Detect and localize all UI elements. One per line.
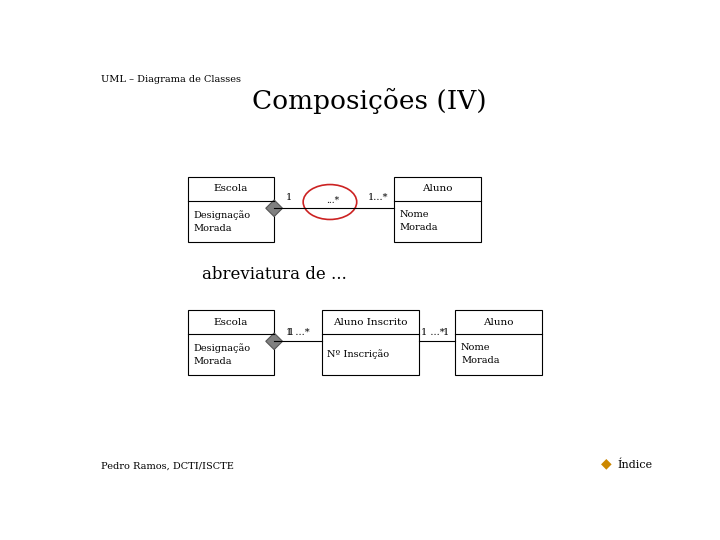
- Polygon shape: [266, 200, 282, 217]
- Text: Escola: Escola: [214, 185, 248, 193]
- Text: 1: 1: [288, 328, 294, 336]
- Text: ...*: ...*: [326, 196, 339, 205]
- Text: ◆: ◆: [600, 456, 611, 470]
- Text: Aluno: Aluno: [484, 318, 514, 327]
- Text: 1: 1: [442, 328, 449, 336]
- Text: 1...*: 1...*: [368, 193, 388, 201]
- Text: abreviatura de ...: abreviatura de ...: [202, 266, 346, 284]
- Text: UML – Diagrama de Classes: UML – Diagrama de Classes: [101, 75, 241, 84]
- Text: Escola: Escola: [214, 318, 248, 327]
- Text: Designação
Morada: Designação Morada: [193, 210, 251, 233]
- Bar: [188, 177, 274, 241]
- Text: Índice: Índice: [617, 460, 652, 470]
- Text: Pedro Ramos, DCTI/ISCTE: Pedro Ramos, DCTI/ISCTE: [101, 461, 234, 470]
- Text: Aluno: Aluno: [422, 185, 453, 193]
- Bar: [456, 310, 542, 375]
- Text: Nome
Morada: Nome Morada: [461, 343, 500, 366]
- Text: 1: 1: [286, 193, 292, 201]
- Text: 1 ...*: 1 ...*: [421, 328, 445, 336]
- Bar: [394, 177, 481, 241]
- Text: Nº Inscrição: Nº Inscrição: [327, 349, 390, 359]
- Text: Composições (IV): Composições (IV): [252, 87, 486, 114]
- Bar: [188, 310, 274, 375]
- Polygon shape: [266, 333, 282, 349]
- Text: Nome
Morada: Nome Morada: [400, 210, 438, 232]
- Text: 1 ...*: 1 ...*: [286, 328, 310, 336]
- Text: Designação
Morada: Designação Morada: [193, 343, 251, 366]
- Bar: [322, 310, 419, 375]
- Text: Aluno Inscrito: Aluno Inscrito: [333, 318, 408, 327]
